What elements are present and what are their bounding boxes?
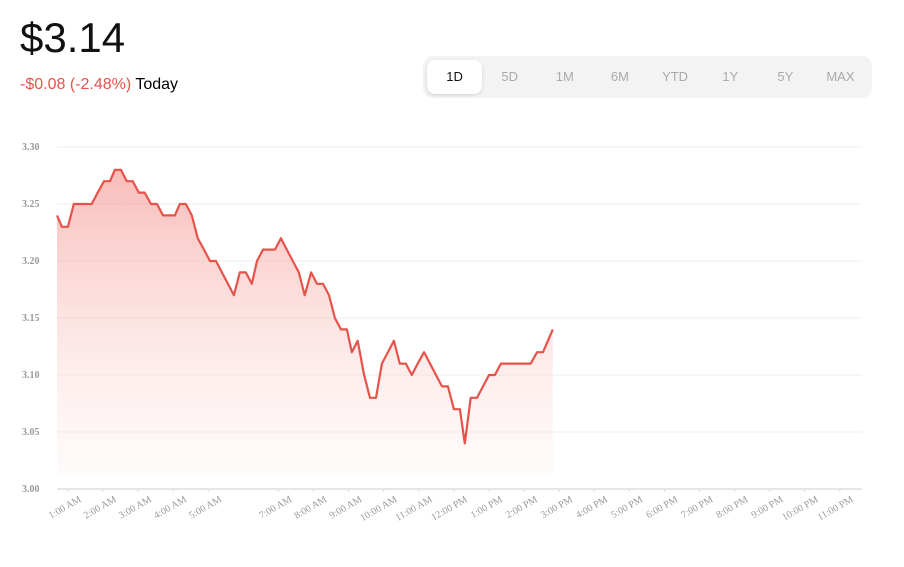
- x-tick-label: 1:00 AM: [47, 494, 84, 522]
- x-tick-label: 5:00 AM: [187, 494, 224, 522]
- range-tab[interactable]: 1Y: [722, 69, 739, 84]
- x-tick-label: 4:00 PM: [574, 494, 610, 521]
- x-tick-label: 4:00 AM: [152, 494, 189, 522]
- range-tab[interactable]: YTD: [662, 69, 689, 84]
- change-value: -$0.08 (-2.48%): [20, 76, 132, 93]
- range-tab[interactable]: 5D: [501, 69, 518, 84]
- x-tick-label: 6:00 PM: [644, 494, 680, 521]
- x-tick-label: 12:00 PM: [429, 494, 469, 523]
- x-tick-label: 8:00 AM: [292, 494, 329, 522]
- range-tab[interactable]: 1M: [555, 69, 574, 84]
- y-tick-label: 3.05: [22, 427, 40, 438]
- x-tick-label: 11:00 PM: [816, 494, 856, 523]
- range-tab[interactable]: MAX: [826, 69, 855, 84]
- price: $3.14: [20, 14, 126, 61]
- x-tick-label: 2:00 PM: [504, 494, 540, 521]
- x-tick-label: 2:00 AM: [82, 494, 119, 522]
- change: -$0.08 (-2.48%) Today: [20, 76, 178, 94]
- x-tick-label: 9:00 PM: [750, 494, 786, 521]
- x-tick-label: 7:00 PM: [679, 494, 715, 521]
- y-tick-label: 3.15: [22, 313, 40, 324]
- y-tick-label: 3.20: [22, 256, 40, 267]
- x-tick-label: 1:00 PM: [469, 494, 505, 521]
- price-line: [55, 168, 554, 445]
- x-tick-label: 10:00 PM: [780, 494, 820, 523]
- x-tick-label: 3:00 AM: [117, 494, 154, 522]
- x-tick-label: 10:00 AM: [358, 494, 399, 524]
- range-tab[interactable]: 5Y: [777, 69, 794, 84]
- y-tick-label: 3.25: [22, 199, 40, 210]
- y-tick-label: 3.00: [22, 484, 40, 495]
- x-tick-label: 3:00 PM: [539, 494, 575, 521]
- area: [57, 169, 553, 476]
- y-tick-label: 3.30: [22, 142, 40, 153]
- y-tick-label: 3.10: [22, 370, 40, 381]
- range-tab[interactable]: 1D: [427, 60, 483, 94]
- x-tick-label: 9:00 AM: [328, 494, 365, 522]
- x-tick-label: 7:00 AM: [257, 494, 294, 522]
- range-tab[interactable]: 6M: [610, 69, 629, 84]
- x-tick-label: 8:00 PM: [715, 494, 751, 521]
- range-tabs: 1D 5D 1M 6M YTD 1Y 5Y MAX: [423, 56, 872, 98]
- change-label: Today: [135, 76, 179, 93]
- x-tick-label: 5:00 PM: [609, 494, 645, 521]
- x-tick-label: 11:00 AM: [394, 494, 435, 524]
